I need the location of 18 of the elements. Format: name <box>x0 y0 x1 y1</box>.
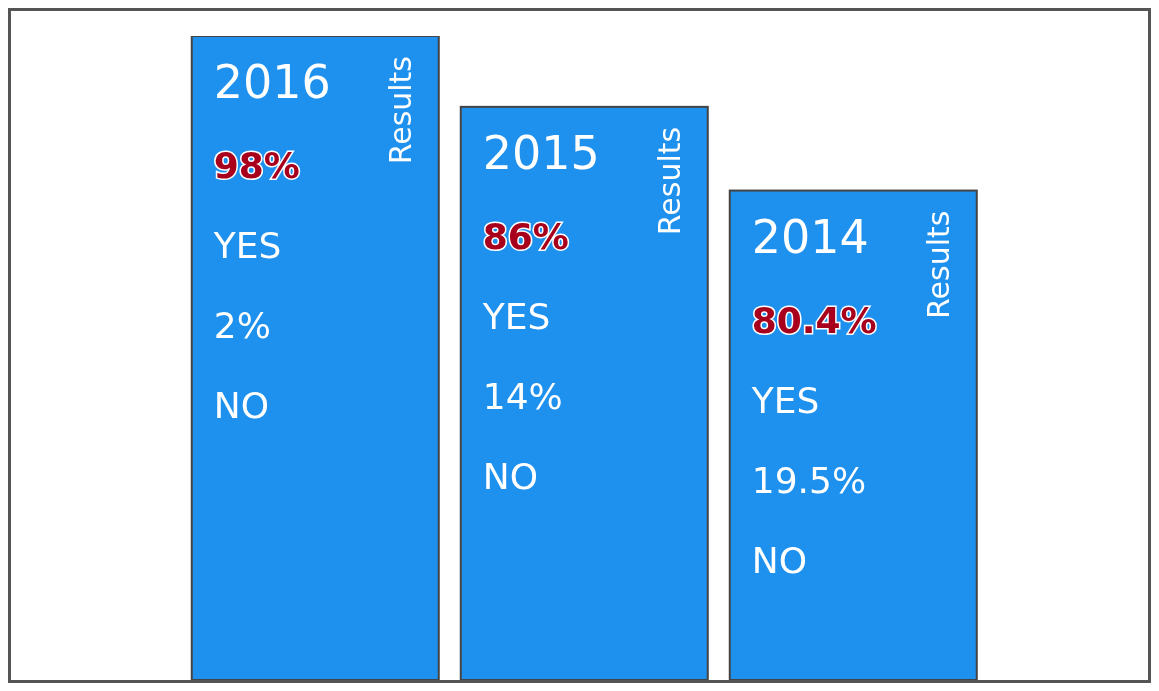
annotation: 98% <box>213 145 300 186</box>
annotation: YES <box>750 379 820 421</box>
annotation: NO <box>213 385 270 426</box>
annotation: 14% <box>482 375 563 417</box>
annotation: NO <box>482 455 539 497</box>
annotation: Results <box>920 210 956 319</box>
annotation: 86% <box>482 215 569 257</box>
x-tick-label: 2016 <box>213 55 331 109</box>
annotation: NO <box>751 539 808 581</box>
x-tick-label: 2015 <box>482 125 600 180</box>
annotation: YES <box>481 295 551 337</box>
annotation: Results <box>651 126 687 236</box>
annotation: 80.4% <box>751 299 877 341</box>
x-tick-label: 2014 <box>751 209 869 264</box>
annotation: 2% <box>213 305 271 346</box>
annotation: YES <box>212 225 282 266</box>
annotation: 19.5% <box>751 459 867 501</box>
annotation: Results <box>382 56 418 165</box>
